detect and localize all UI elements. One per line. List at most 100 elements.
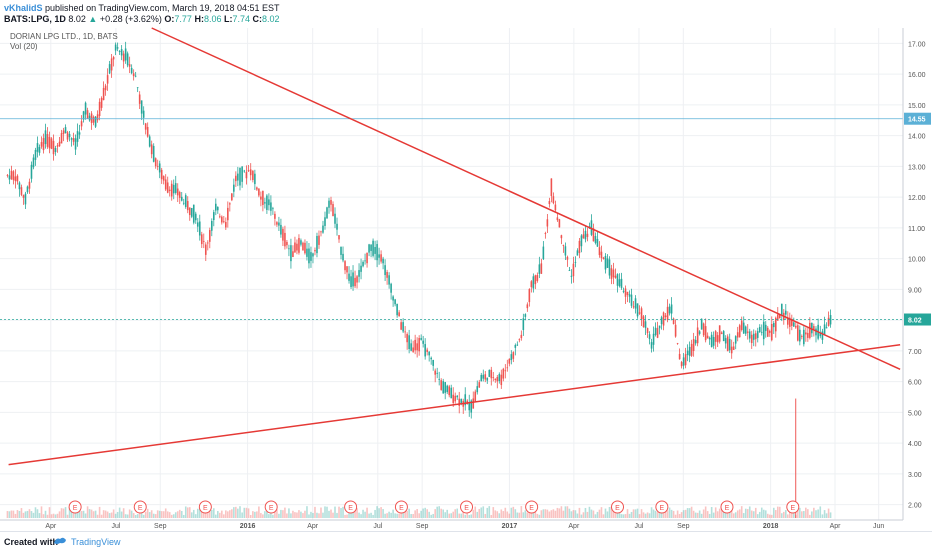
candle-body — [754, 333, 757, 340]
candle-body — [46, 134, 49, 147]
volume-bar — [774, 510, 777, 518]
candle-body — [634, 298, 637, 309]
earnings-marker-label: E — [203, 505, 208, 512]
author-name[interactable]: vKhalidS — [4, 3, 43, 13]
symbol-label[interactable]: BATS:LPG, 1D — [4, 14, 66, 24]
volume-bar — [64, 507, 67, 518]
volume-bar — [582, 512, 585, 518]
candle-body — [778, 314, 781, 319]
volume-bar — [358, 512, 360, 518]
earnings-marker-icon — [525, 500, 539, 514]
candle-body — [748, 331, 751, 339]
candle-body — [72, 138, 75, 142]
volume-bar — [586, 511, 589, 518]
candle-body — [362, 261, 364, 267]
candle-body — [424, 344, 426, 357]
volume-bar — [286, 513, 288, 518]
candle-body — [264, 202, 266, 204]
volume-bar — [82, 510, 85, 518]
tradingview-link[interactable]: TradingView — [71, 537, 121, 547]
volume-bar — [172, 514, 175, 518]
volume-bar — [750, 510, 753, 518]
trendlines — [8, 27, 901, 466]
volume-bar — [92, 511, 95, 518]
volume-bar — [178, 509, 181, 518]
candle-body — [676, 343, 679, 344]
candle-body — [18, 182, 21, 190]
time-axis[interactable]: Apr Jul Sep 2016 Apr Jul Sep 2017 Apr Jul Sep 2018 A… — [45, 523, 884, 530]
volume-bar — [84, 513, 87, 518]
candle-body — [662, 312, 665, 326]
legend-volume[interactable]: Vol (20) — [10, 42, 38, 51]
volume-bar — [552, 509, 555, 518]
candle-body — [582, 234, 585, 239]
candle-body — [20, 187, 23, 195]
candle-body — [672, 318, 675, 325]
candle-body — [628, 294, 631, 297]
time-tick-label: Apr — [307, 523, 319, 530]
candle-body — [140, 100, 143, 114]
candle-body — [68, 133, 71, 138]
candle-body — [402, 322, 404, 332]
candle-body — [490, 369, 493, 379]
volume-bar — [742, 513, 745, 518]
legend-title[interactable]: DORIAN LPG LTD., 1D, BATS — [10, 32, 118, 41]
volume-bar — [600, 507, 603, 518]
earnings-marker-icon — [786, 500, 800, 514]
volume-bar — [688, 508, 691, 518]
candle-body — [752, 333, 755, 340]
candle-body — [392, 296, 394, 301]
candle-body — [502, 368, 505, 379]
earnings-marker-icon — [198, 500, 212, 514]
candle-body — [540, 263, 543, 274]
candle-body — [338, 235, 340, 240]
volume-bar — [364, 511, 366, 518]
close-label: C: — [252, 14, 263, 24]
candle-body — [94, 116, 97, 127]
volume-bar — [648, 513, 651, 518]
candle-body — [100, 98, 103, 108]
up-arrow-icon: ▲ — [88, 14, 98, 24]
earnings-marker-label: E — [348, 505, 353, 512]
volume-bar — [50, 514, 53, 518]
candle-body — [52, 140, 55, 155]
volume-spike-bar — [795, 398, 797, 518]
candle-body — [22, 195, 25, 198]
candle-body — [606, 258, 609, 268]
candle-body — [444, 382, 447, 393]
volume-bar — [550, 510, 553, 518]
candle-body — [249, 169, 252, 176]
chart-header: vKhalidS published on TradingView.com, M… — [4, 3, 280, 25]
candle-body — [780, 303, 783, 316]
volume-bar — [548, 511, 551, 518]
volume-bar — [642, 512, 645, 518]
volume-bar — [392, 509, 394, 518]
volume-bar — [308, 514, 310, 518]
volume-bar — [442, 509, 444, 518]
candle-body — [186, 201, 189, 211]
volume-bar — [332, 512, 334, 518]
volume-bar — [320, 507, 322, 518]
volume-bar — [762, 509, 765, 518]
volume-bar — [280, 509, 282, 518]
volume-bar — [540, 510, 543, 518]
candle-body — [678, 353, 681, 360]
candle-body — [225, 222, 227, 228]
volume-bar — [62, 508, 65, 518]
volume-bar — [756, 514, 759, 518]
candle-body — [312, 253, 314, 257]
volume-bar — [266, 511, 268, 518]
volume-bar — [342, 506, 344, 518]
volume-bar — [88, 509, 91, 518]
volume-bar — [108, 513, 111, 518]
volume-bar — [142, 514, 145, 518]
volume-bar — [32, 512, 35, 518]
candle-body — [478, 382, 481, 388]
price-axis[interactable]: 2.003.004.005.006.007.008.009.0010.0011.… — [904, 41, 931, 510]
volume-bar — [176, 511, 179, 518]
volume-bar — [334, 506, 336, 518]
volume-bar — [124, 514, 127, 518]
volume-bar — [372, 514, 374, 518]
candle-body — [266, 195, 268, 210]
